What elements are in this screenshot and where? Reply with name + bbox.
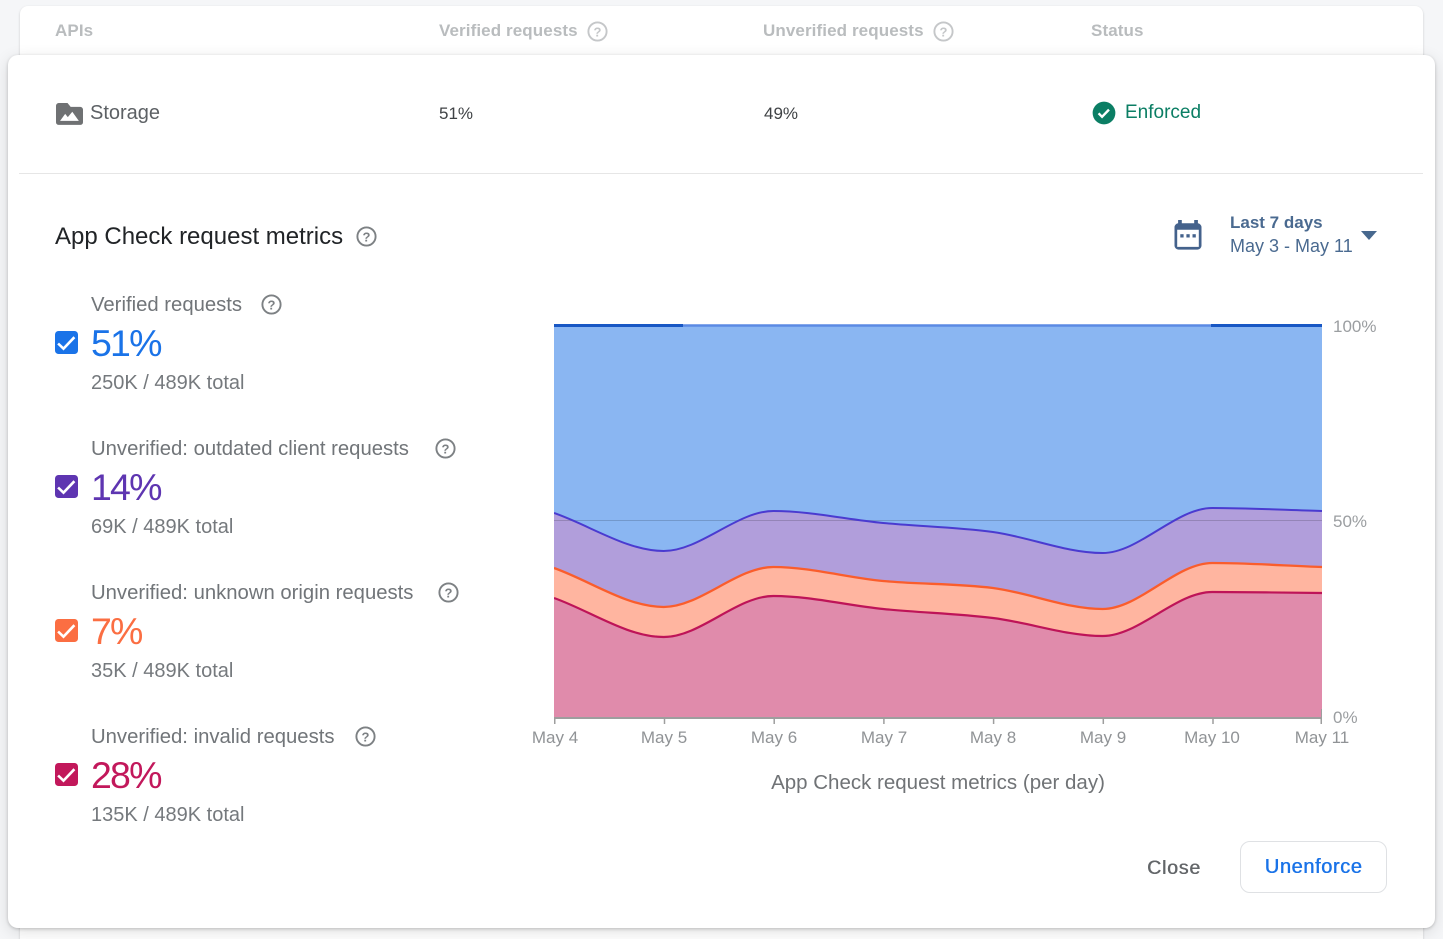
svg-text:?: ?: [442, 441, 450, 456]
svg-text:?: ?: [940, 24, 948, 39]
svg-text:?: ?: [363, 229, 371, 244]
svg-text:?: ?: [445, 585, 453, 600]
svg-text:?: ?: [594, 24, 602, 39]
svg-text:?: ?: [268, 297, 276, 312]
svg-text:?: ?: [362, 729, 370, 744]
